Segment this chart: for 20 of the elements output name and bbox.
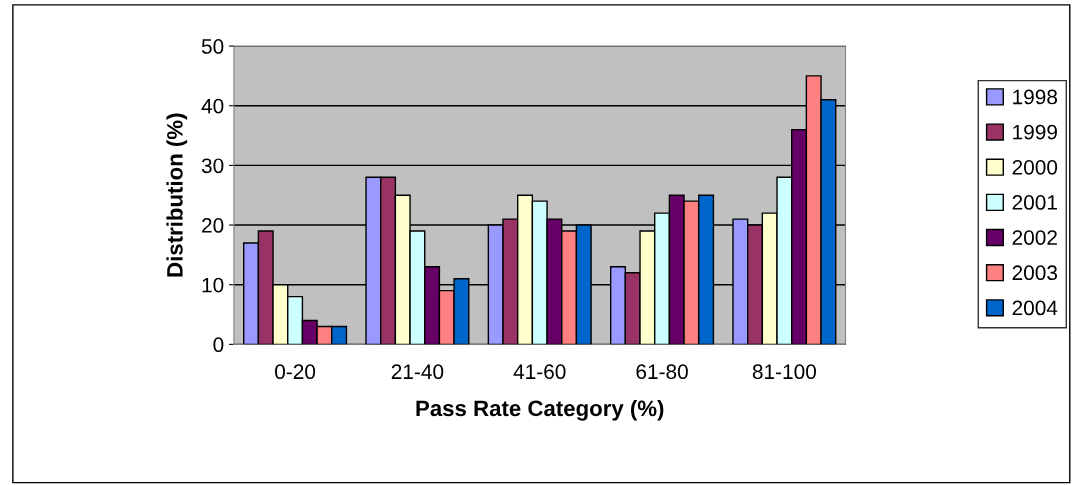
x-axis-title: Pass Rate Category (%) — [416, 399, 664, 421]
y-tick-label: 50 — [201, 39, 224, 54]
legend-label: 1999 — [1013, 124, 1057, 140]
legend-label: 2003 — [1012, 265, 1058, 281]
x-tick-label: 61-80 — [636, 364, 688, 380]
x-tick-label: 81-100 — [752, 364, 816, 380]
x-tick-label: 41-60 — [513, 364, 566, 380]
x-tick-label: 0-20 — [275, 364, 316, 380]
y-tick-label: 40 — [201, 98, 224, 114]
legend-label: 1998 — [1013, 89, 1058, 105]
y-tick-label: 10 — [202, 277, 224, 293]
x-tick-label: 21-40 — [391, 364, 444, 380]
y-tick-label: 0 — [213, 337, 224, 353]
y-axis-title: Distribution (%) — [166, 113, 188, 277]
y-tick-label: 30 — [201, 158, 224, 174]
legend-label: 2000 — [1012, 159, 1058, 175]
legend-label: 2004 — [1012, 300, 1058, 316]
y-tick-label: 20 — [202, 218, 224, 233]
legend-label: 2001 — [1012, 195, 1057, 210]
legend-label: 2002 — [1012, 230, 1057, 245]
